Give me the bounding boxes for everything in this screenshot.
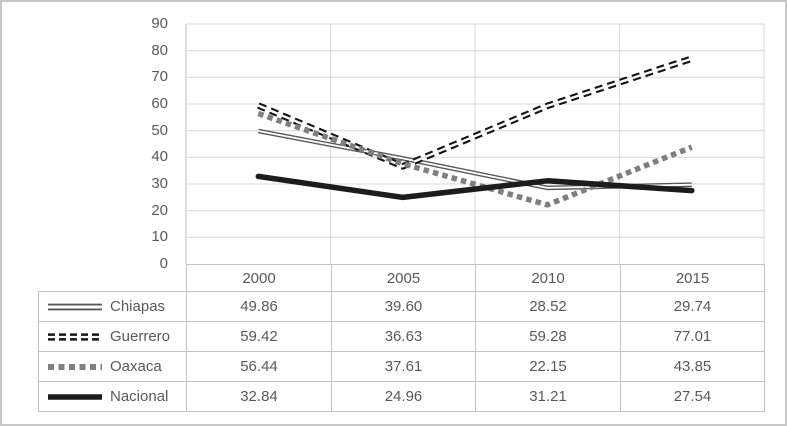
value-cell: 56.44 bbox=[186, 351, 332, 382]
table-row-oaxaca: Oaxaca 56.44 37.61 22.15 43.85 bbox=[38, 351, 765, 382]
legend-line-swatch-nacional-icon bbox=[48, 393, 102, 400]
legend-entry: Nacional bbox=[40, 388, 186, 405]
data-table-with-legend: 2000 2005 2010 2015 Chiapas 49.86 39.60 28.52 29… bbox=[38, 264, 765, 412]
table-row-nacional: Nacional 32.84 24.96 31.21 27.54 bbox=[38, 381, 765, 412]
legend-cell-guerrero: Guerrero bbox=[38, 321, 187, 352]
table-row-guerrero: Guerrero 59.42 36.63 59.28 77.01 bbox=[38, 321, 765, 352]
y-axis-tick-label: 20 bbox=[151, 201, 168, 219]
legend-cell-nacional: Nacional bbox=[38, 381, 187, 412]
y-axis-tick-label: 10 bbox=[151, 228, 168, 246]
y-axis-tick-label: 30 bbox=[151, 175, 168, 192]
series-name-label: Oaxaca bbox=[110, 358, 162, 375]
value-cell: 49.86 bbox=[186, 291, 332, 322]
legend-entry: Oaxaca bbox=[40, 358, 186, 375]
y-axis-tick-label: 90 bbox=[151, 15, 168, 32]
value-cell: 28.52 bbox=[475, 291, 621, 322]
value-cell: 39.60 bbox=[331, 291, 476, 322]
value-cell: 37.61 bbox=[331, 351, 476, 382]
value-cell: 29.74 bbox=[620, 291, 765, 322]
y-axis-tick-label: 40 bbox=[151, 148, 168, 166]
year-header-cell: 2005 bbox=[331, 264, 476, 292]
year-header-cell: 2000 bbox=[186, 264, 332, 292]
value-cell: 32.84 bbox=[186, 381, 332, 412]
series-line-nacional bbox=[255, 173, 695, 201]
legend-cell-oaxaca: Oaxaca bbox=[38, 351, 187, 382]
y-axis-tick-label: 0 bbox=[159, 255, 168, 272]
value-cell: 22.15 bbox=[475, 351, 621, 382]
value-cell: 27.54 bbox=[620, 381, 765, 412]
y-axis-tick-label: 60 bbox=[151, 95, 168, 112]
value-cell: 43.85 bbox=[620, 351, 765, 382]
legend-line-swatch-oaxaca-icon bbox=[48, 363, 102, 370]
legend-line-swatch-guerrero-icon bbox=[48, 332, 102, 341]
legend-line-swatch-chiapas-icon bbox=[48, 303, 102, 310]
series-line-guerrero-gap bbox=[257, 57, 693, 168]
series-name-label: Nacional bbox=[110, 388, 169, 405]
year-header-cell: 2015 bbox=[620, 264, 765, 292]
y-axis-tick-label: 80 bbox=[151, 41, 168, 59]
legend-entry: Chiapas bbox=[40, 298, 186, 315]
series-name-label: Chiapas bbox=[110, 298, 166, 315]
value-cell: 77.01 bbox=[620, 321, 765, 352]
table-row-chiapas: Chiapas 49.86 39.60 28.52 29.74 bbox=[38, 291, 765, 322]
value-cell: 59.42 bbox=[186, 321, 332, 352]
series-name-label: Guerrero bbox=[110, 328, 171, 345]
table-corner-empty-cell bbox=[39, 265, 187, 292]
value-cell: 36.63 bbox=[331, 321, 476, 352]
legend-cell-chiapas: Chiapas bbox=[38, 291, 187, 322]
table-header-row: 2000 2005 2010 2015 bbox=[39, 264, 765, 292]
y-axis-tick-label: 50 bbox=[151, 121, 168, 139]
legend-entry: Guerrero bbox=[40, 328, 186, 345]
line-chart-plot-area bbox=[185, 23, 765, 264]
value-cell: 24.96 bbox=[331, 381, 476, 412]
value-cell: 59.28 bbox=[475, 321, 621, 352]
series-line-oaxaca bbox=[257, 110, 693, 208]
year-header-cell: 2010 bbox=[475, 264, 621, 292]
y-axis-tick-label: 70 bbox=[151, 68, 168, 86]
value-cell: 31.21 bbox=[475, 381, 621, 412]
